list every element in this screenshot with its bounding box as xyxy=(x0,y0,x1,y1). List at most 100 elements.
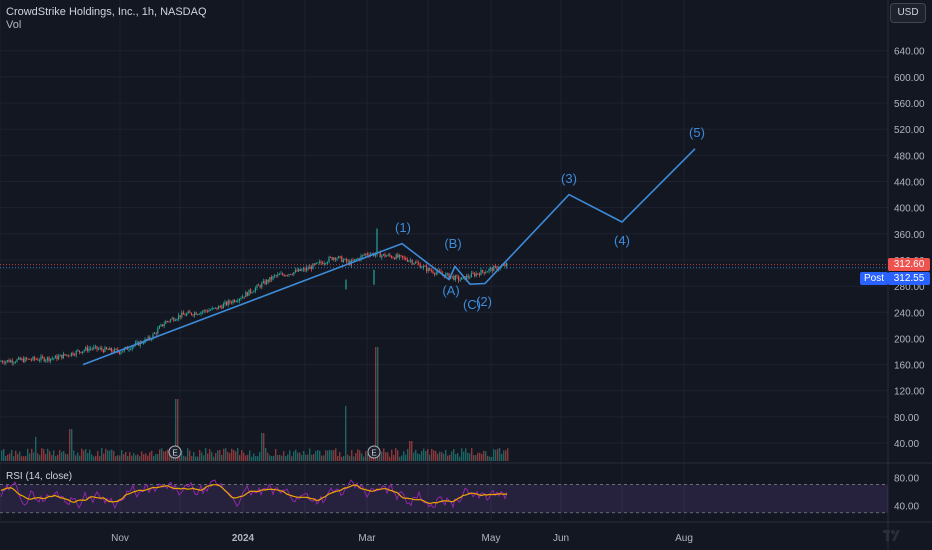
volume-bar xyxy=(329,449,331,461)
volume-bar xyxy=(71,429,73,461)
volume-bar xyxy=(337,456,339,461)
volume-bar xyxy=(357,449,359,461)
currency-button[interactable]: USD xyxy=(890,3,926,23)
volume-bar xyxy=(31,448,33,461)
volume-bar xyxy=(81,448,83,461)
candle-body xyxy=(173,318,175,321)
candle-body xyxy=(170,319,172,322)
rsi-ma-line xyxy=(0,484,508,505)
volume-bar xyxy=(385,451,387,461)
candle-body xyxy=(301,269,303,271)
candle-body xyxy=(325,263,327,265)
candle-body xyxy=(410,260,412,262)
candle-body xyxy=(496,266,498,270)
candle-body xyxy=(114,348,116,353)
x-tick-label: Jun xyxy=(553,533,569,544)
volume-bar xyxy=(1,450,3,461)
y-tick-label: 360.00 xyxy=(894,230,925,241)
volume-bar xyxy=(403,451,405,461)
volume-bar xyxy=(429,454,431,461)
volume-bar xyxy=(451,451,453,461)
volume-bar xyxy=(133,453,135,461)
candle-body xyxy=(187,311,189,314)
candle-body xyxy=(323,263,325,265)
candle-body xyxy=(74,355,76,356)
volume-bar xyxy=(447,455,449,461)
candle-body xyxy=(395,254,397,260)
candle-body xyxy=(182,312,184,315)
volume-bar xyxy=(83,450,85,461)
candle-body xyxy=(158,326,160,329)
tradingview-logo-icon[interactable] xyxy=(883,528,901,544)
y-tick-label: 600.00 xyxy=(894,73,925,84)
volume-bar xyxy=(85,449,87,461)
volume-bar xyxy=(281,455,283,461)
candle-body xyxy=(37,359,39,361)
candle-body xyxy=(2,361,4,363)
volume-bar xyxy=(221,454,223,461)
candle-body xyxy=(190,312,192,315)
rsi-tick-label: 80.00 xyxy=(894,474,919,485)
volume-bar xyxy=(265,448,267,461)
candle-body xyxy=(416,262,418,264)
volume-bar xyxy=(233,449,235,461)
wave-label: (A) xyxy=(442,283,459,298)
volume-bar xyxy=(489,456,491,461)
volume-bar xyxy=(371,456,373,461)
candle-body xyxy=(35,359,37,361)
candle-body xyxy=(360,255,362,260)
volume-bar xyxy=(483,450,485,461)
candle-body xyxy=(262,280,264,284)
volume-bar xyxy=(19,451,21,461)
volume-bar xyxy=(41,448,43,461)
volume-bar xyxy=(199,450,201,461)
candle-body xyxy=(8,360,10,363)
earnings-marker-letter: E xyxy=(172,449,177,458)
volume-bar xyxy=(485,451,487,461)
volume-bar xyxy=(177,399,179,461)
candle-body xyxy=(24,357,26,363)
volume-bar xyxy=(165,450,167,461)
candle-body xyxy=(277,274,279,276)
volume-bar xyxy=(67,454,69,461)
candle-body xyxy=(123,348,125,352)
volume-bar xyxy=(49,451,51,461)
volume-bar xyxy=(117,455,119,461)
candle-body xyxy=(3,362,5,364)
candle-body xyxy=(29,358,31,360)
candle-body xyxy=(96,346,98,350)
volume-bar xyxy=(189,450,191,461)
candle-body xyxy=(91,348,93,350)
candle-body xyxy=(253,291,255,293)
candle-body xyxy=(282,273,284,275)
candle-body xyxy=(176,318,178,321)
volume-bar xyxy=(297,452,299,461)
volume-bar xyxy=(95,455,97,461)
volume-bar xyxy=(181,450,183,461)
candle-body xyxy=(198,313,200,315)
post-label: Post xyxy=(860,272,888,285)
volume-bar xyxy=(73,450,75,461)
volume-bar xyxy=(343,455,345,461)
volume-bar xyxy=(53,450,55,461)
candle-body xyxy=(339,256,341,258)
volume-bar xyxy=(363,456,365,461)
candle-body xyxy=(365,253,367,255)
candle-body xyxy=(227,300,229,305)
candle-body xyxy=(390,255,392,258)
wave-label: (B) xyxy=(444,236,461,251)
candle-body xyxy=(178,315,180,319)
volume-bar xyxy=(187,448,189,461)
candle-body xyxy=(474,273,476,277)
candle-body xyxy=(235,301,237,303)
candle-body xyxy=(13,362,15,364)
volume-bar xyxy=(35,437,37,461)
volume-bar xyxy=(159,449,161,461)
volume-bar xyxy=(347,454,349,461)
volume-bar xyxy=(151,450,153,461)
candle-body xyxy=(69,355,71,357)
volume-bar xyxy=(237,448,239,461)
x-tick-label: Mar xyxy=(358,533,376,544)
